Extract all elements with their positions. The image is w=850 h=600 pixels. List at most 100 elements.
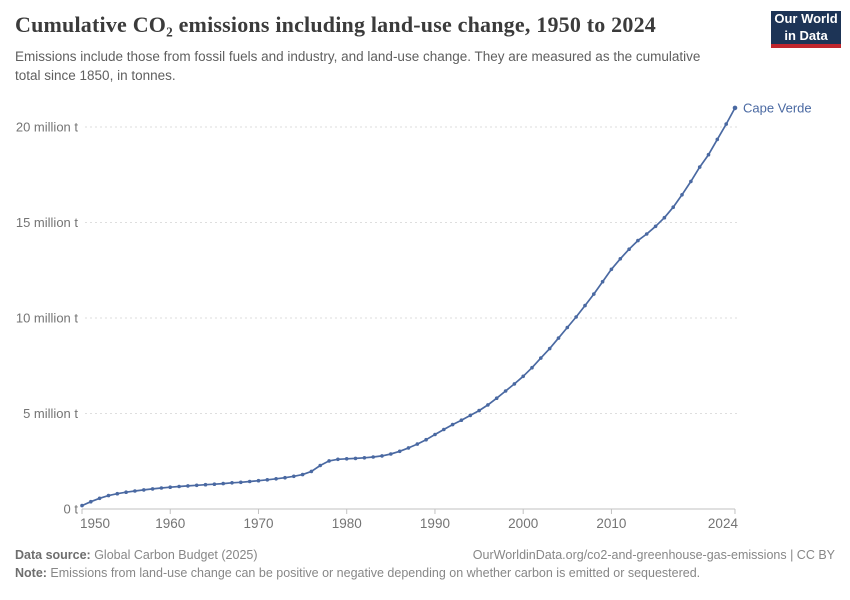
data-point[interactable] (150, 487, 155, 491)
data-point[interactable] (662, 215, 667, 220)
data-point[interactable] (583, 303, 587, 308)
data-point[interactable] (318, 463, 323, 468)
data-point[interactable] (300, 472, 305, 477)
data-point[interactable] (494, 396, 499, 401)
x-axis-tick-label: 2000 (508, 516, 538, 531)
data-point[interactable] (389, 452, 393, 456)
data-point[interactable] (600, 279, 605, 284)
data-point[interactable] (653, 224, 658, 229)
data-point[interactable] (133, 489, 137, 493)
data-point[interactable] (159, 486, 164, 490)
data-point[interactable] (424, 437, 428, 442)
data-point[interactable] (212, 482, 217, 487)
y-axis-tick-label: 15 million t (16, 215, 79, 230)
x-axis-tick-label: 1980 (332, 516, 362, 531)
chart-subtitle: Emissions include those from fossil fuel… (15, 49, 701, 83)
data-point[interactable] (168, 485, 172, 490)
data-point[interactable] (609, 267, 614, 272)
data-point[interactable] (530, 365, 534, 370)
data-point[interactable] (327, 459, 331, 463)
data-point[interactable] (556, 336, 561, 340)
data-point[interactable] (265, 478, 270, 482)
data-point[interactable] (565, 325, 570, 330)
data-point[interactable] (221, 481, 225, 486)
data-point[interactable] (459, 418, 464, 423)
data-point[interactable] (468, 413, 473, 418)
x-axis-tick-label: 1960 (155, 516, 185, 531)
footnote: Note: Emissions from land-use change can… (15, 566, 701, 581)
data-point[interactable] (124, 490, 128, 495)
data-point[interactable] (592, 292, 596, 296)
x-axis-tick-label: 1950 (80, 516, 110, 531)
entity-label[interactable]: Cape Verde (743, 100, 812, 115)
data-point[interactable] (706, 152, 711, 157)
citation-url: OurWorldinData.org/co2-and-greenhouse-ga… (472, 548, 835, 562)
data-point[interactable] (486, 403, 490, 407)
x-axis-tick-label: 2024 (708, 516, 739, 531)
data-point[interactable] (618, 257, 623, 261)
data-point[interactable] (627, 247, 631, 251)
data-point[interactable] (247, 479, 252, 484)
data-point[interactable] (732, 105, 738, 111)
chart-footer: Data source: Global Carbon Budget (2025)… (15, 546, 835, 582)
page-title: Cumulative CO₂ emissions including land-… (15, 12, 656, 37)
data-point[interactable] (106, 493, 111, 498)
data-point[interactable] (442, 427, 446, 432)
data-point[interactable] (380, 454, 384, 458)
owid-logo-text: Our World in Data (774, 11, 838, 43)
data-point[interactable] (715, 137, 720, 142)
data-point[interactable] (689, 179, 693, 184)
data-point[interactable] (636, 238, 640, 243)
data-point[interactable] (574, 315, 578, 319)
data-point[interactable] (397, 449, 402, 454)
data-point[interactable] (89, 499, 93, 504)
data-point[interactable] (353, 456, 358, 461)
y-axis-tick-label: 10 million t (16, 311, 79, 326)
data-point[interactable] (406, 446, 411, 450)
data-point[interactable] (680, 193, 684, 197)
data-point[interactable] (97, 496, 102, 501)
x-axis-tick-label: 1970 (243, 516, 273, 531)
data-point[interactable] (433, 432, 437, 437)
data-point[interactable] (644, 232, 649, 236)
data-point[interactable] (671, 205, 675, 209)
data-point[interactable] (371, 455, 376, 459)
data-point[interactable] (142, 488, 146, 492)
data-point[interactable] (274, 477, 278, 481)
data-point[interactable] (115, 491, 120, 496)
data-point[interactable] (194, 483, 199, 488)
data-point[interactable] (80, 503, 84, 508)
y-axis-tick-label: 0 t (64, 502, 79, 517)
data-point[interactable] (539, 356, 543, 360)
data-line[interactable] (81, 107, 736, 507)
x-axis-tick-label: 2010 (596, 516, 626, 531)
data-point[interactable] (415, 442, 420, 446)
data-point[interactable] (283, 475, 287, 480)
data-point[interactable] (256, 478, 261, 483)
owid-logo: Our World in Data (771, 11, 841, 48)
x-axis-tick-label: 1990 (420, 516, 450, 531)
data-point[interactable] (186, 484, 190, 488)
data-point[interactable] (547, 346, 552, 351)
data-point[interactable] (512, 382, 517, 386)
data-source: Data source: Global Carbon Budget (2025) (15, 548, 258, 562)
data-point[interactable] (309, 469, 314, 474)
y-axis-tick-label: 5 million t (23, 406, 78, 421)
data-point[interactable] (724, 122, 728, 126)
data-point[interactable] (344, 457, 349, 461)
data-point[interactable] (203, 482, 208, 487)
data-point[interactable] (362, 456, 367, 460)
data-point[interactable] (477, 408, 481, 413)
data-point[interactable] (450, 422, 455, 427)
data-point[interactable] (239, 480, 243, 485)
data-point[interactable] (697, 165, 702, 169)
data-point[interactable] (292, 474, 296, 479)
data-point[interactable] (336, 457, 340, 462)
data-point[interactable] (230, 481, 234, 485)
data-point[interactable] (521, 374, 525, 379)
data-point[interactable] (177, 484, 181, 489)
data-point[interactable] (503, 389, 508, 393)
